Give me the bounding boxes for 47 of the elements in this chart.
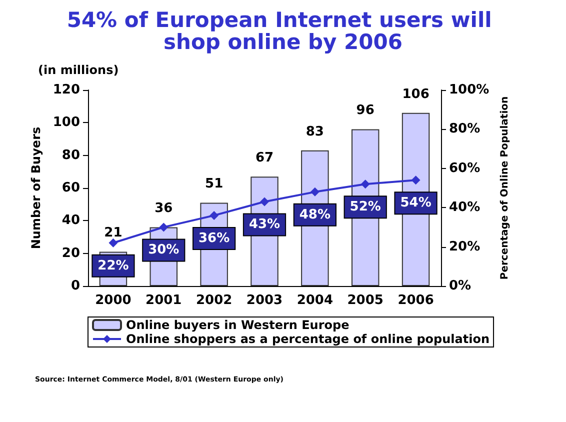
- data-label: 43%: [248, 217, 280, 232]
- data-label: 106: [402, 86, 430, 102]
- y-tick-label: 120: [52, 82, 80, 98]
- y-tick-label: 20: [62, 246, 80, 261]
- data-label: 22%: [98, 258, 129, 274]
- data-label: 36%: [198, 230, 230, 246]
- x-tick-label: 2005: [347, 293, 384, 308]
- text: (in millions): [38, 63, 119, 77]
- x-tick-label: 2003: [246, 293, 283, 308]
- data-label: 83: [306, 124, 324, 140]
- data-label: 52%: [350, 200, 381, 215]
- y2-tick-label: 80%: [449, 122, 480, 137]
- data-label: 48%: [299, 207, 330, 222]
- y-tick-label: 40: [62, 213, 80, 228]
- legend-label: Online buyers in Western Europe: [126, 318, 350, 332]
- y-tick-label: 80: [62, 148, 80, 163]
- x-tick-label: 2000: [95, 293, 132, 308]
- y2-tick-label: 40%: [449, 200, 480, 216]
- x-tick-label: 2006: [398, 293, 434, 308]
- point: [108, 238, 118, 248]
- y2-tick-label: 100%: [449, 82, 490, 98]
- y-axis-title: Number of Buyers: [28, 126, 43, 250]
- point: [210, 210, 219, 220]
- x-tick-label: 2002: [196, 293, 232, 308]
- data-label: 51: [205, 176, 224, 192]
- y-tick-label: 0: [70, 278, 80, 294]
- point: [360, 180, 370, 189]
- point: [159, 222, 168, 232]
- point: [411, 176, 420, 185]
- data-label: 67: [255, 150, 274, 166]
- y2-tick-label: 60%: [449, 160, 480, 176]
- x-tick-label: 2004: [296, 293, 334, 308]
- point: [260, 197, 269, 206]
- data-label: 36: [154, 201, 173, 216]
- chart-title: 54% of European Internet users will shop online by 2006: [66, 8, 500, 54]
- data-label: 30%: [148, 242, 180, 258]
- point: [310, 187, 320, 196]
- y-tick-label: 100: [52, 115, 80, 130]
- legend-label: Online shoppers as a percentage of online population: [126, 332, 490, 346]
- data-label: 96: [356, 103, 374, 118]
- y2-tick-label: 0%: [449, 278, 472, 294]
- data-label: 54%: [400, 196, 432, 211]
- y2-tick-label: 20%: [449, 239, 480, 254]
- y-tick-label: 60: [62, 180, 80, 196]
- x-tick-label: 2001: [146, 293, 182, 308]
- y2-axis-title: Percentage of Online Population: [500, 96, 511, 280]
- data-label: 21: [104, 226, 122, 241]
